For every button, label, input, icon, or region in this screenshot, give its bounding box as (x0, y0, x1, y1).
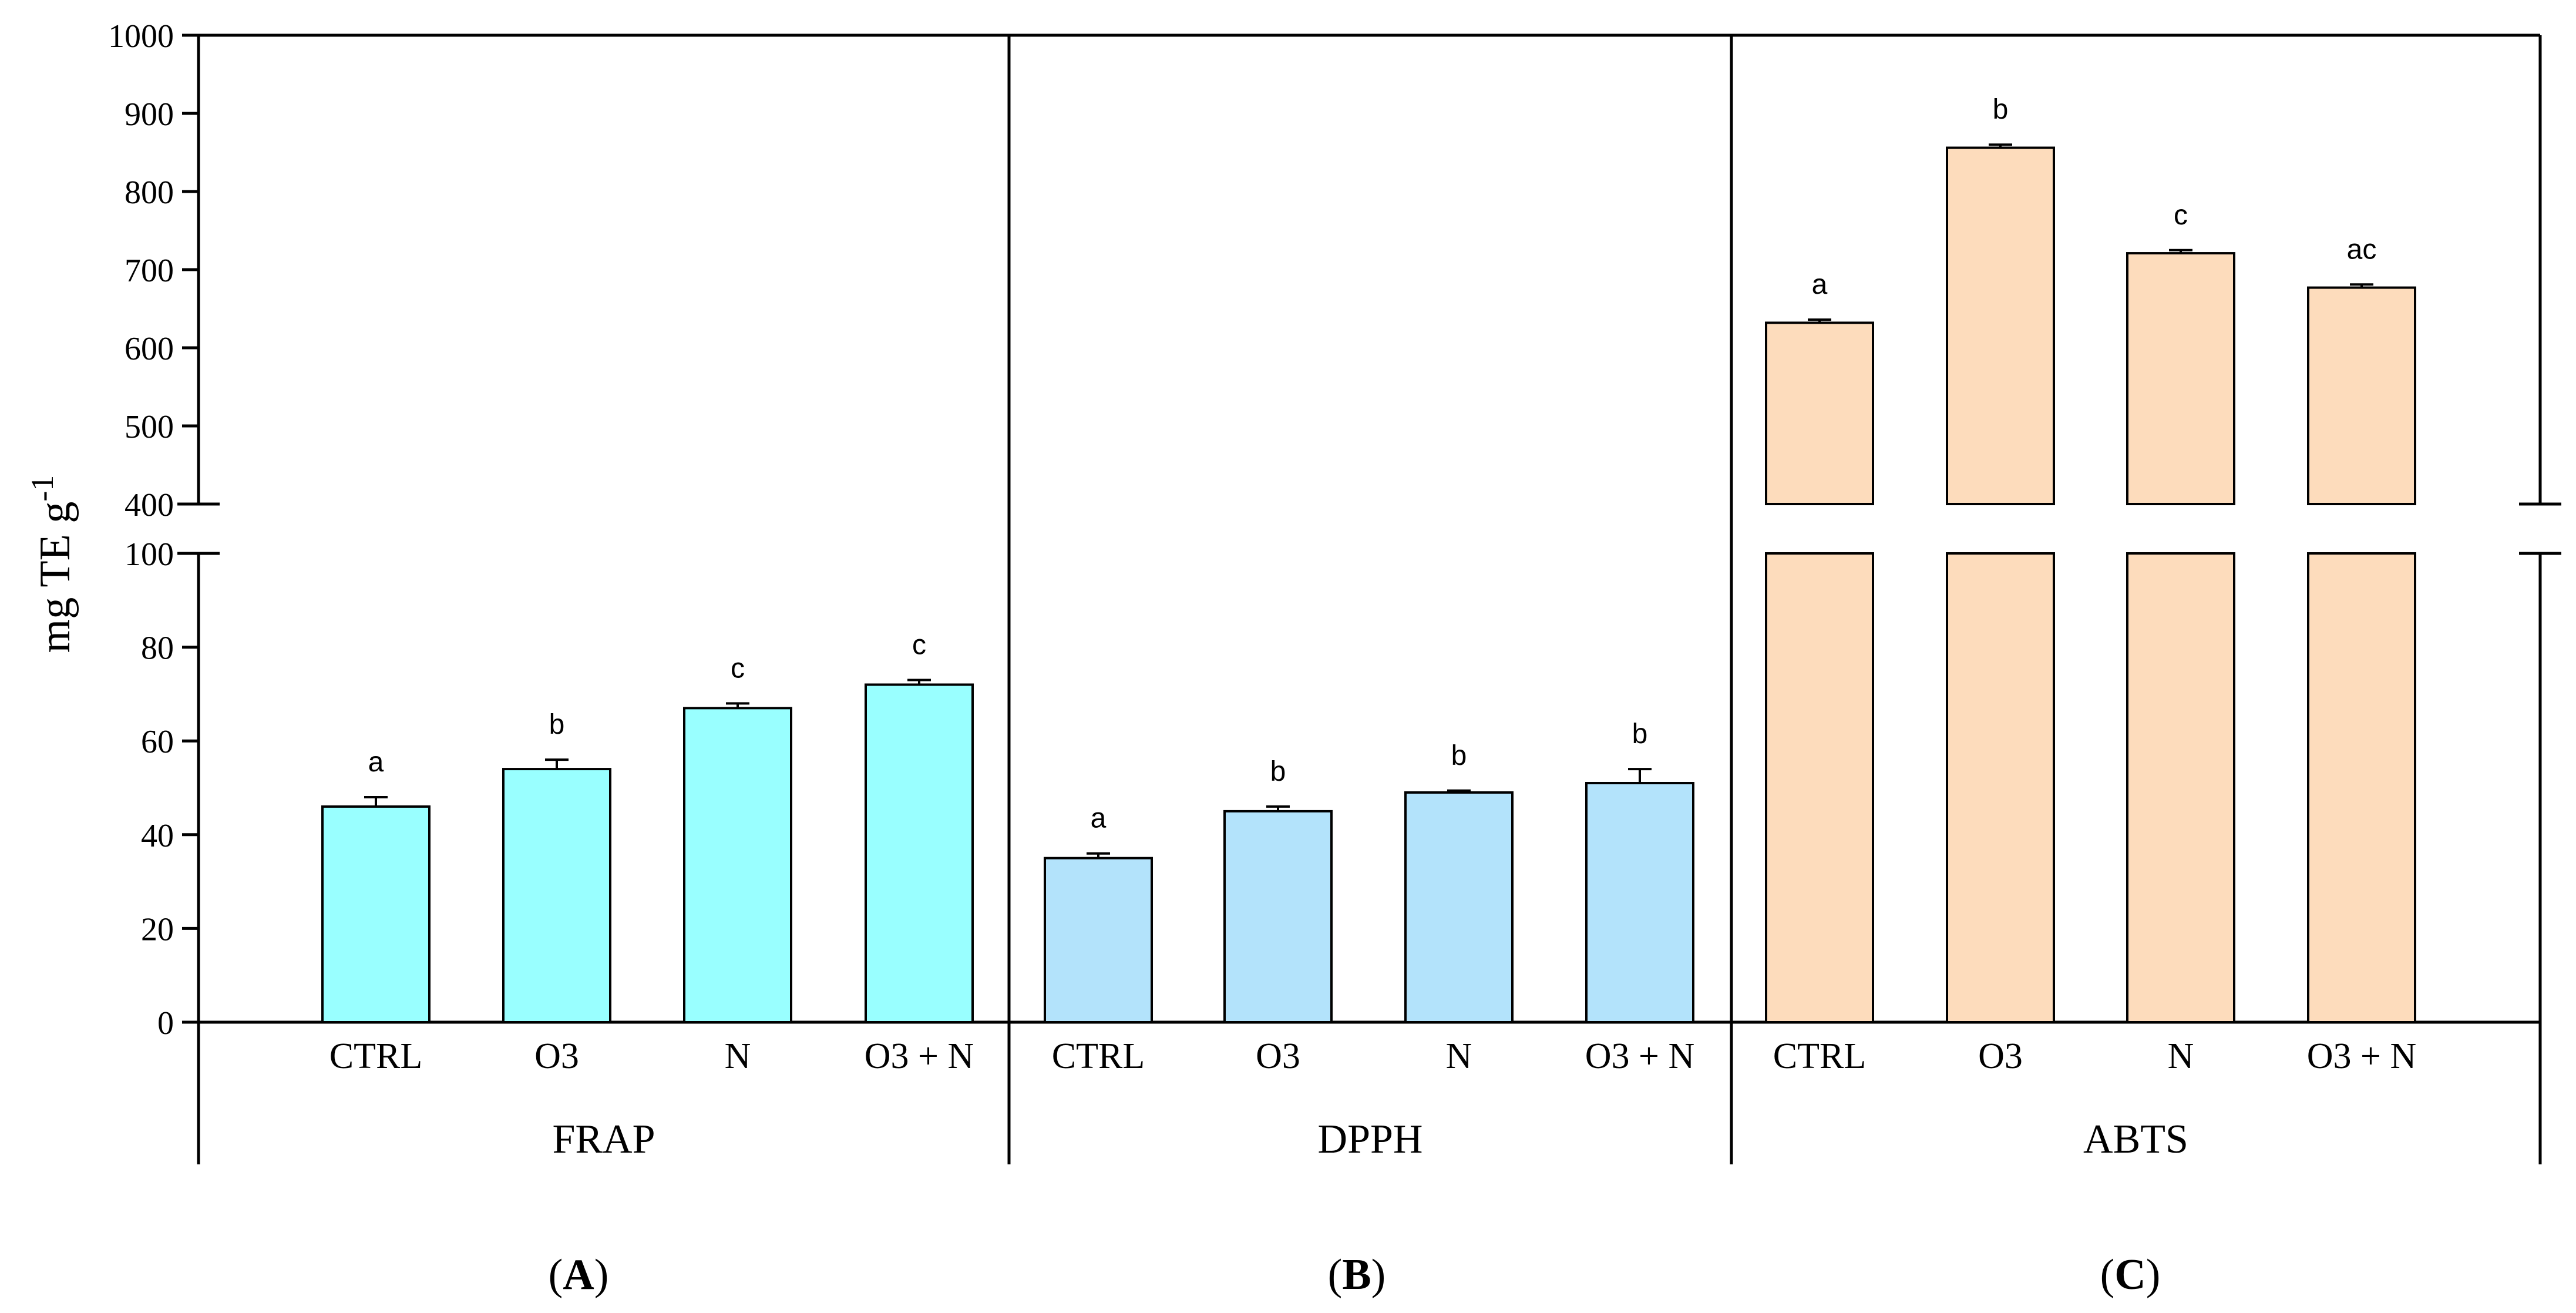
category-label: CTRL (329, 1036, 422, 1076)
y-tick-label: 800 (125, 174, 174, 211)
bar-lower-segment (2307, 552, 2416, 1023)
bar (2126, 252, 2235, 505)
bar (865, 683, 974, 1023)
significance-letter: a (1812, 269, 1828, 300)
bar (502, 768, 611, 1023)
y-tick-label: 20 (141, 911, 174, 948)
category-label: CTRL (1773, 1036, 1866, 1076)
y-tick-label: 40 (141, 818, 174, 854)
category-label: O3 (1256, 1036, 1300, 1076)
category-label: N (2168, 1036, 2194, 1076)
bar (683, 707, 792, 1023)
panel-label: (A) (549, 1251, 609, 1299)
significance-letter: a (368, 747, 384, 778)
bar (1404, 791, 1514, 1023)
category-label: O3 (534, 1036, 579, 1076)
bars (321, 143, 2416, 1024)
y-tick-label: 0 (157, 1005, 174, 1042)
bar-lower-segment (2126, 552, 2235, 1023)
group-label: FRAP (552, 1117, 655, 1162)
category-label: O3 (1978, 1036, 2023, 1076)
category-label: O3 + N (2307, 1036, 2417, 1076)
category-label: CTRL (1052, 1036, 1145, 1076)
significance-letter: a (1091, 803, 1107, 834)
y-tick-label: 900 (125, 96, 174, 133)
significance-letter: c (912, 629, 926, 660)
category-label: O3 + N (865, 1036, 974, 1076)
y-tick-label: 500 (125, 409, 174, 445)
y-tick-label: 60 (141, 724, 174, 760)
significance-letter: c (2174, 200, 2188, 231)
y-tick-label: 600 (125, 331, 174, 367)
y-tick-label: 400 (125, 487, 174, 523)
bar-lower-segment (1946, 552, 2055, 1023)
significance-letter: b (1270, 756, 1286, 787)
bar (1765, 321, 1874, 505)
significance-letter: b (549, 709, 565, 740)
bar (1223, 810, 1333, 1024)
significance-letter: c (731, 653, 745, 684)
significance-letter: b (1451, 740, 1467, 771)
bar (2307, 286, 2416, 505)
panel-label: (B) (1328, 1251, 1386, 1299)
y-axis-title: mg TE g-1 (25, 475, 79, 653)
group-label: DPPH (1318, 1117, 1423, 1162)
bar-lower-segment (1765, 552, 1874, 1023)
significance-letter: b (1632, 718, 1648, 750)
category-label: O3 + N (1585, 1036, 1695, 1076)
labels: 0 20 40 60 80 100 400 500 600 700 800 900 1000 a CTRL b… (108, 18, 2416, 1299)
y-tick-label: 80 (141, 630, 174, 667)
y-tick-label: 100 (125, 536, 174, 573)
panel-label: (C) (2100, 1251, 2161, 1299)
bar (321, 805, 431, 1024)
bar (1044, 857, 1153, 1023)
significance-letter: b (1993, 94, 2009, 125)
y-tick-label: 1000 (108, 18, 174, 55)
significance-letter: ac (2347, 234, 2377, 265)
category-label: N (725, 1036, 751, 1076)
y-tick-label: 700 (125, 253, 174, 289)
bar (1946, 146, 2055, 505)
group-label: ABTS (2083, 1117, 2188, 1162)
bar (1585, 782, 1694, 1024)
category-label: N (1446, 1036, 1472, 1076)
